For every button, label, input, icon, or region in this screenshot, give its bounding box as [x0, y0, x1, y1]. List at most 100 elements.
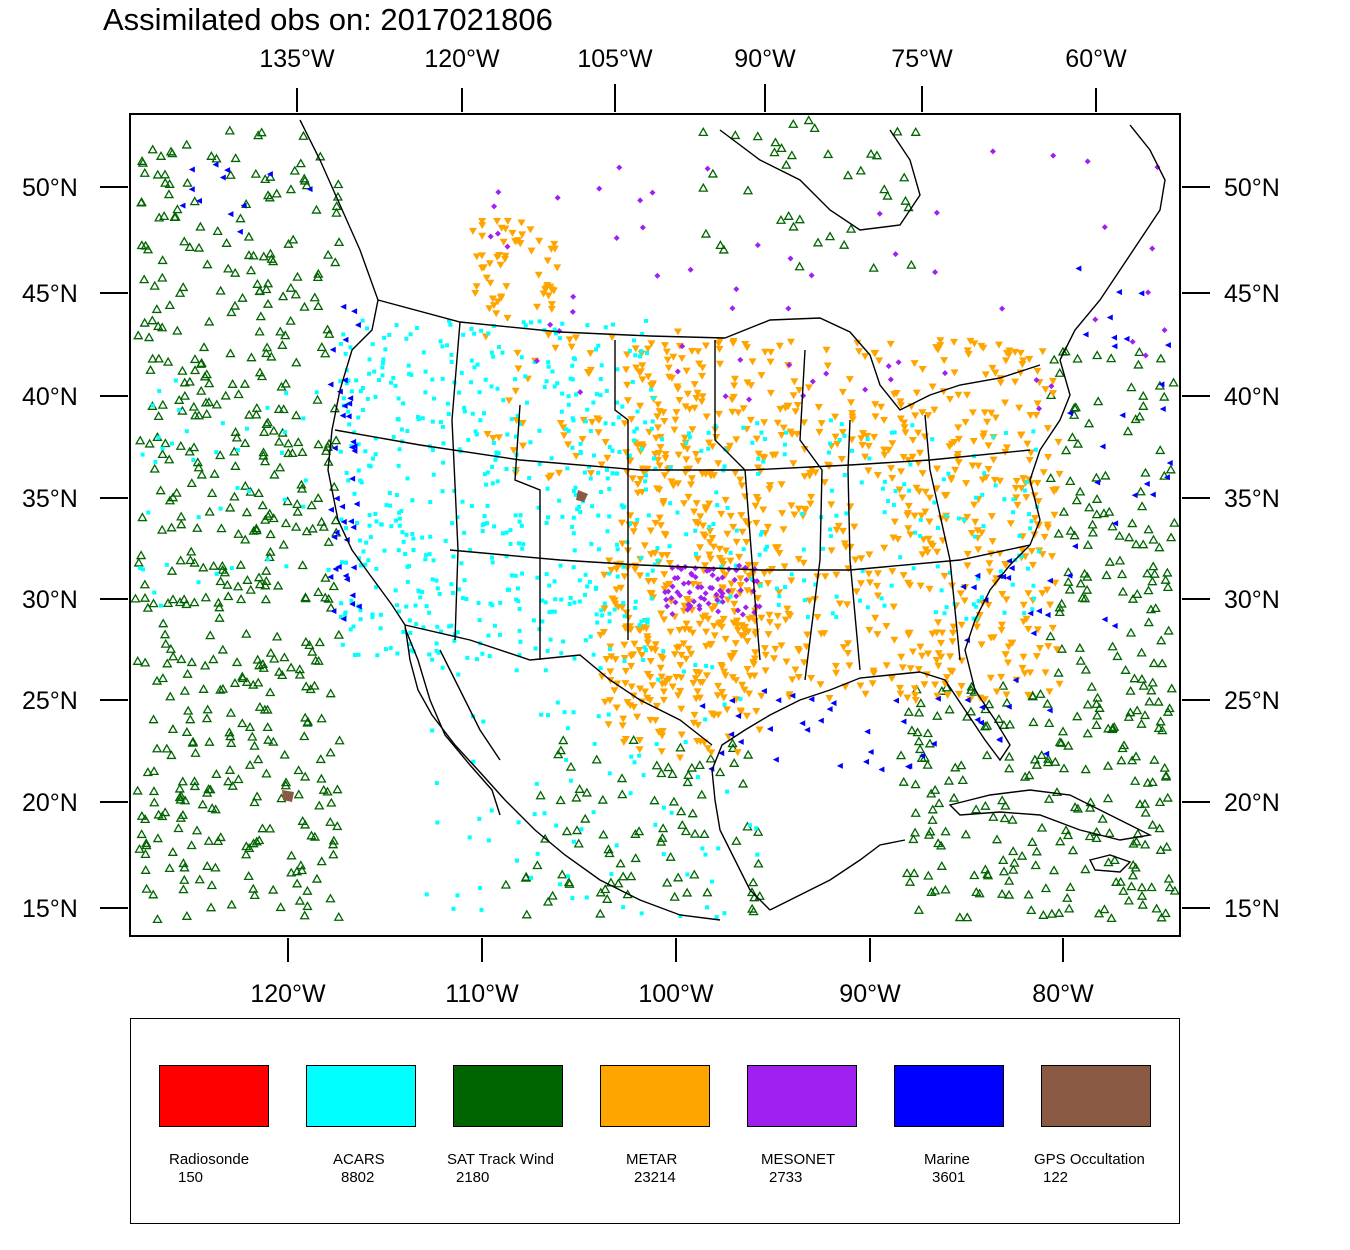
sat-wind-marker: [167, 148, 178, 158]
sat-wind-marker: [253, 572, 265, 582]
acars-marker: [711, 522, 716, 527]
sat-wind-marker: [192, 457, 203, 467]
acars-marker: [542, 811, 547, 816]
metar-marker: [1028, 561, 1037, 569]
acars-marker: [407, 371, 412, 376]
metar-marker: [838, 388, 847, 396]
acars-marker: [282, 429, 287, 434]
acars-marker: [558, 336, 563, 341]
metar-marker: [918, 652, 927, 660]
sat-wind-marker: [1154, 823, 1165, 833]
acars-marker: [643, 648, 648, 653]
metar-marker: [924, 412, 933, 420]
metar-marker: [618, 540, 627, 548]
sat-wind-marker: [181, 599, 192, 609]
metar-marker: [505, 397, 514, 405]
sat-wind-marker: [1036, 750, 1047, 760]
acars-marker: [722, 464, 727, 469]
metar-marker: [606, 697, 615, 705]
acars-marker: [889, 430, 894, 435]
acars-marker: [687, 431, 692, 436]
acars-marker: [976, 576, 981, 581]
acars-marker: [633, 599, 638, 604]
sat-wind-marker: [207, 803, 218, 813]
sat-wind-marker: [285, 315, 296, 325]
sat-wind-marker: [189, 776, 200, 786]
marine-marker: [1005, 703, 1012, 710]
marine-marker: [340, 518, 347, 525]
sat-wind-marker: [715, 240, 726, 250]
acars-marker: [982, 471, 987, 476]
mesonet-marker: [1084, 158, 1091, 165]
sat-wind-marker: [1164, 703, 1175, 713]
acars-marker: [612, 607, 617, 612]
metar-marker: [918, 409, 927, 417]
sat-wind-marker: [1162, 582, 1174, 591]
sat-wind-marker: [991, 834, 1003, 844]
gps-marker: [576, 490, 588, 502]
sat-wind-marker: [152, 914, 163, 924]
sat-wind-marker: [731, 835, 742, 845]
sat-wind-marker: [168, 651, 179, 661]
acars-marker: [628, 521, 633, 526]
acars-marker: [517, 422, 522, 427]
acars-marker: [622, 614, 627, 619]
metar-marker: [633, 713, 642, 721]
metar-marker: [688, 629, 697, 637]
metar-marker: [730, 382, 739, 390]
acars-marker: [346, 478, 351, 483]
sat-wind-marker: [1129, 673, 1140, 683]
acars-marker: [469, 358, 474, 363]
acars-marker: [591, 400, 596, 405]
acars-marker: [397, 516, 402, 521]
metar-marker: [629, 703, 638, 711]
sat-wind-marker: [1065, 882, 1076, 892]
acars-marker: [622, 658, 627, 663]
metar-marker: [871, 413, 880, 421]
acars-marker: [519, 355, 524, 360]
acars-marker: [754, 826, 759, 831]
metar-marker: [831, 433, 840, 441]
metar-marker: [972, 623, 981, 631]
sat-wind-marker: [204, 378, 215, 388]
metar-marker: [675, 626, 684, 634]
acars-marker: [568, 778, 573, 783]
metar-marker: [704, 439, 713, 447]
acars-marker: [971, 616, 976, 621]
acars-marker: [229, 566, 234, 571]
metar-marker: [687, 347, 696, 355]
metar-marker: [850, 523, 859, 531]
metar-marker: [720, 668, 729, 676]
acars-marker: [882, 510, 887, 515]
sat-wind-marker: [264, 823, 276, 833]
metar-marker: [710, 632, 719, 640]
sat-wind-marker: [300, 636, 311, 646]
acars-marker: [918, 533, 923, 538]
metar-marker: [773, 612, 782, 620]
metar-marker: [503, 314, 512, 322]
metar-marker: [721, 547, 730, 555]
metar-marker: [928, 630, 937, 638]
sat-wind-marker: [145, 364, 156, 374]
sat-wind-marker: [252, 654, 263, 664]
sat-wind-marker: [259, 427, 270, 436]
metar-marker: [985, 560, 994, 568]
sat-wind-marker: [616, 773, 628, 783]
marine-marker: [345, 413, 352, 420]
sat-wind-marker: [1106, 913, 1117, 923]
coastline-path: [948, 789, 1153, 841]
sat-wind-marker: [164, 454, 175, 464]
metar-marker: [635, 572, 644, 580]
legend-count: 2180: [456, 1169, 490, 1186]
sat-wind-marker: [1075, 655, 1086, 665]
acars-marker: [733, 563, 738, 568]
metar-marker: [1038, 590, 1047, 598]
sat-wind-marker: [202, 704, 213, 714]
metar-marker: [492, 310, 501, 318]
metar-marker: [960, 597, 969, 605]
acars-marker: [472, 365, 477, 370]
sat-wind-marker: [950, 762, 961, 772]
sat-wind-marker: [1153, 696, 1164, 706]
metar-marker: [600, 605, 609, 613]
acars-marker: [220, 421, 225, 426]
